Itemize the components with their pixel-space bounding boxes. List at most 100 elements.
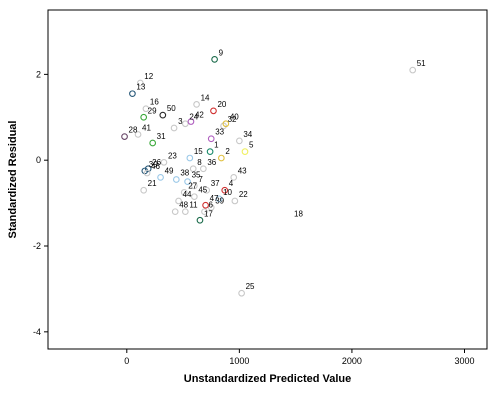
point-label-44: 44 [183, 190, 192, 199]
point-label-39: 39 [215, 196, 224, 205]
point-label-51: 51 [417, 59, 426, 68]
data-point-6 [201, 208, 208, 216]
data-point-8 [189, 165, 197, 173]
data-point-29 [140, 113, 148, 121]
point-label-43: 43 [238, 166, 247, 175]
data-point-9 [211, 55, 218, 63]
y-tick-label: -4 [33, 327, 41, 337]
point-label-30: 30 [149, 160, 158, 169]
plot-frame [47, 9, 488, 350]
data-point-34 [236, 137, 243, 145]
data-point-43 [230, 174, 238, 181]
y-tick-label: 0 [36, 155, 41, 165]
data-point-44 [175, 197, 182, 205]
data-point-15 [186, 154, 194, 162]
data-point-1 [206, 148, 214, 155]
point-label-32: 32 [228, 115, 237, 124]
data-point-40 [222, 120, 230, 128]
point-label-37: 37 [211, 179, 220, 188]
point-label-36: 36 [207, 158, 216, 167]
point-label-1: 1 [214, 141, 219, 150]
point-label-28: 28 [129, 126, 138, 135]
data-point-28 [121, 133, 128, 140]
data-point-47 [202, 201, 209, 209]
point-label-24: 24 [189, 113, 198, 122]
data-point-13 [129, 90, 136, 98]
data-point-33 [207, 135, 215, 143]
data-point-11 [181, 208, 189, 216]
point-label-13: 13 [136, 83, 145, 92]
point-label-50: 50 [167, 104, 176, 113]
x-tick-label: 1000 [229, 356, 249, 366]
data-point-35 [184, 178, 191, 185]
data-point-26 [144, 165, 152, 173]
point-label-20: 20 [217, 100, 226, 109]
point-label-48: 48 [179, 201, 188, 210]
data-point-12 [136, 79, 144, 87]
data-point-4 [221, 186, 229, 194]
x-tick-label: 2000 [342, 356, 362, 366]
point-label-16: 16 [150, 98, 159, 107]
data-point-31 [149, 139, 157, 147]
point-label-26: 26 [152, 158, 161, 167]
data-point-50 [159, 111, 167, 119]
point-label-42: 42 [195, 111, 204, 120]
axis-ticks: 0 1000 2000 3000 -4 -2 0 2 [33, 69, 475, 366]
x-axis-title: Unstandardized Predicted Value [184, 373, 352, 385]
data-point-42 [187, 118, 195, 125]
data-point-49 [157, 174, 164, 181]
y-tick-label: 2 [36, 69, 41, 79]
point-label-14: 14 [201, 93, 210, 102]
data-point-48 [171, 208, 179, 216]
data-point-3 [170, 124, 178, 132]
data-points [121, 55, 417, 297]
data-point-5 [241, 148, 249, 155]
point-label-11: 11 [189, 201, 198, 210]
point-label-12: 12 [144, 72, 153, 81]
x-tick-label: 0 [124, 356, 129, 366]
data-point-14 [193, 101, 200, 108]
data-point-27 [180, 189, 188, 196]
y-tick-label: -2 [33, 241, 41, 251]
point-label-7: 7 [198, 175, 203, 184]
point-label-10: 10 [223, 188, 232, 197]
point-label-6: 6 [208, 201, 213, 210]
data-point-20 [210, 107, 217, 115]
data-point-45 [190, 193, 198, 201]
data-point-39 [207, 204, 215, 211]
point-label-2: 2 [225, 147, 230, 156]
point-label-9: 9 [219, 48, 224, 57]
data-point-25 [238, 289, 245, 297]
point-label-17: 17 [204, 209, 213, 218]
data-point-22 [231, 197, 239, 205]
x-tick-label: 3000 [454, 356, 474, 366]
data-point-36 [199, 165, 207, 173]
point-label-38: 38 [180, 169, 189, 178]
data-point-17 [196, 216, 204, 224]
point-label-49: 49 [165, 166, 174, 175]
point-label-18: 18 [294, 209, 303, 218]
point-label-47: 47 [210, 194, 219, 203]
point-label-41: 41 [142, 123, 151, 132]
point-label-5: 5 [249, 141, 254, 150]
data-point-10 [215, 195, 223, 203]
point-label-29: 29 [148, 106, 157, 115]
point-label-23: 23 [168, 151, 177, 160]
point-label-45: 45 [198, 186, 207, 195]
point-label-34: 34 [243, 130, 252, 139]
data-point-37 [203, 186, 211, 194]
data-point-21 [140, 186, 148, 194]
point-label-15: 15 [194, 147, 203, 156]
data-point-7 [190, 182, 198, 190]
data-point-24 [181, 120, 189, 128]
point-label-27: 27 [188, 181, 197, 190]
data-point-18 [286, 216, 294, 224]
point-label-35: 35 [192, 171, 201, 180]
point-label-4: 4 [229, 179, 234, 188]
point-label-40: 40 [230, 113, 239, 122]
y-axis-title: Standardized Residual [7, 121, 19, 239]
data-point-23 [160, 158, 168, 166]
point-label-21: 21 [148, 179, 157, 188]
